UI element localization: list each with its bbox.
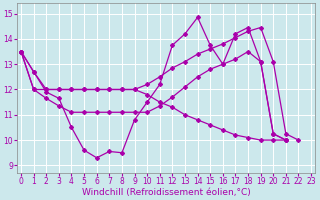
X-axis label: Windchill (Refroidissement éolien,°C): Windchill (Refroidissement éolien,°C) <box>82 188 251 197</box>
